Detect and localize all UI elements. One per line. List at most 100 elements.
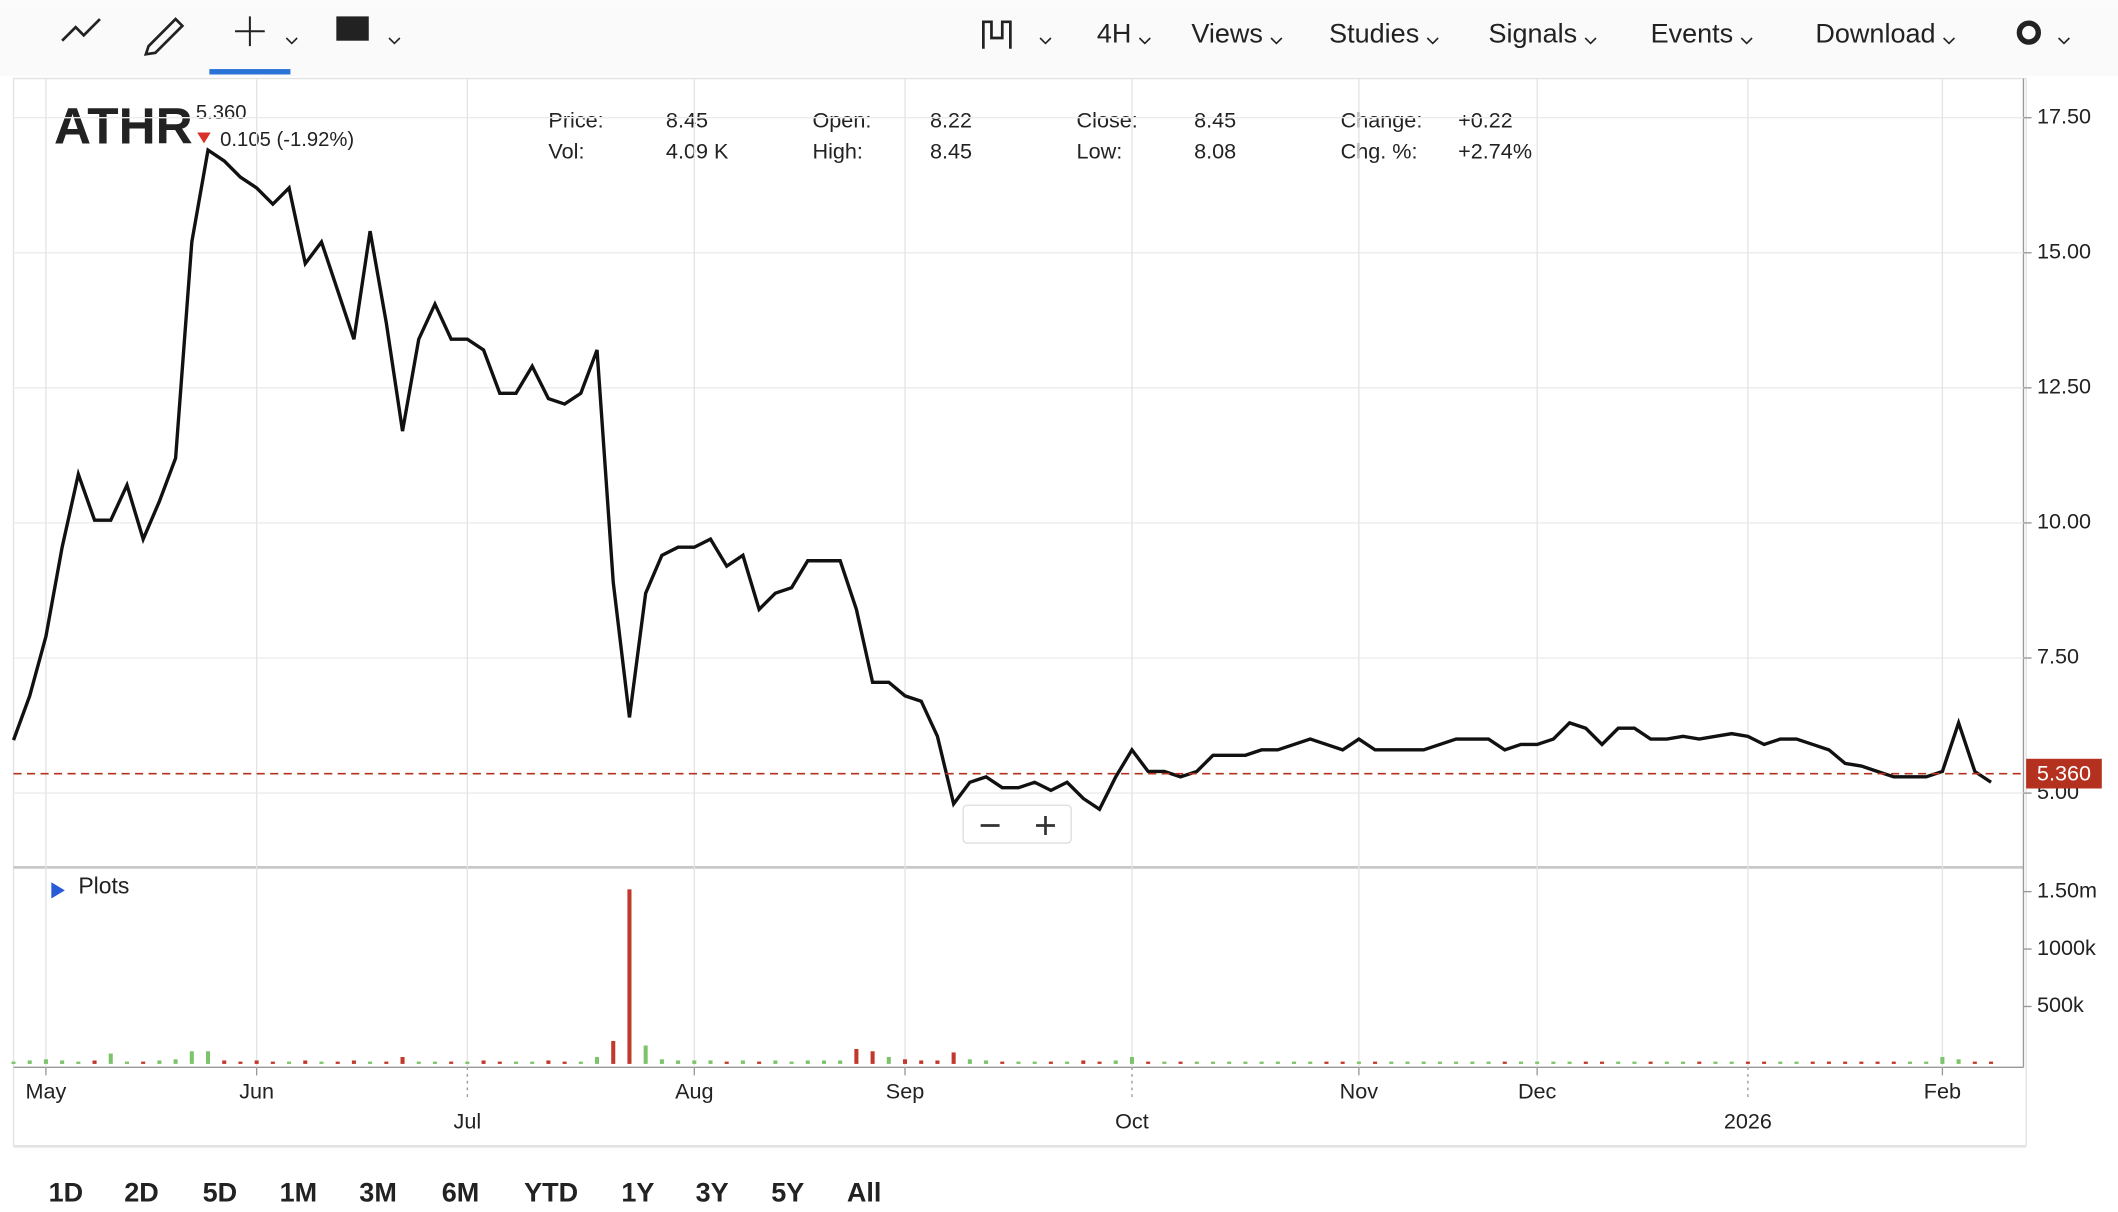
dropdown[interactable] <box>1138 37 1151 45</box>
x-tick-label: 2026 <box>1724 1108 1772 1133</box>
volume-bar <box>27 1060 32 1064</box>
dropdown[interactable] <box>2057 37 2070 45</box>
settings[interactable] <box>2016 20 2042 45</box>
dropdown[interactable] <box>1584 37 1597 45</box>
x-tick-label: Feb <box>1924 1079 1961 1104</box>
range-button[interactable]: 3Y <box>696 1177 729 1207</box>
dropdown[interactable] <box>388 37 401 45</box>
volume-bar <box>1648 1061 1653 1064</box>
toolbar-item[interactable]: Views <box>1191 18 1263 48</box>
comment-tool[interactable] <box>336 16 369 41</box>
volume-bar <box>497 1061 502 1064</box>
zoom-controls <box>962 804 1072 844</box>
chart-type[interactable] <box>982 20 1012 49</box>
range-button[interactable]: 5D <box>203 1177 238 1207</box>
volume-bar <box>173 1059 178 1064</box>
volume-bar <box>1875 1061 1880 1064</box>
volume-bar <box>124 1061 129 1064</box>
toolbar-item[interactable]: Download <box>1815 18 1935 48</box>
volume-bar <box>692 1060 697 1064</box>
range-button[interactable]: All <box>847 1177 882 1207</box>
volume-bar <box>1486 1061 1491 1064</box>
volume-bar <box>1373 1061 1378 1064</box>
trend-tool[interactable] <box>61 18 101 42</box>
volume-bar <box>967 1059 972 1064</box>
zoom-in[interactable] <box>1036 816 1055 835</box>
volume-bar <box>238 1061 243 1064</box>
volume-bar <box>951 1052 956 1064</box>
down-arrow <box>197 132 211 144</box>
dropdown[interactable] <box>1426 37 1439 45</box>
toolbar-item[interactable]: 4H <box>1097 18 1132 48</box>
price-change: 0.105 (-1.92%) <box>220 129 354 151</box>
dropdown[interactable] <box>1039 37 1052 45</box>
toolbar-item[interactable]: Events <box>1651 18 1734 48</box>
volume-bar <box>222 1060 227 1064</box>
volume-bar <box>1016 1061 1021 1064</box>
volume-bar <box>1389 1061 1394 1064</box>
x-tick-label: Nov <box>1340 1079 1379 1104</box>
volume-bar <box>157 1060 162 1064</box>
volume-bar <box>1324 1061 1329 1064</box>
range-button[interactable]: 2D <box>124 1177 159 1207</box>
volume-bar <box>1259 1061 1264 1064</box>
volume-bar <box>1356 1061 1361 1064</box>
volume-bar <box>854 1048 859 1064</box>
volume-bar <box>870 1051 875 1064</box>
volume-bar <box>1729 1061 1734 1064</box>
dropdown[interactable] <box>1943 37 1955 45</box>
draw-tool[interactable] <box>143 17 185 56</box>
range-button[interactable]: YTD <box>524 1177 578 1207</box>
volume-bar <box>1924 1061 1929 1064</box>
volume-bar <box>740 1060 745 1064</box>
range-button[interactable]: 3M <box>359 1177 397 1207</box>
volume-bar <box>400 1057 405 1064</box>
volume-bar <box>1081 1060 1086 1064</box>
x-tick-label: Oct <box>1115 1108 1149 1133</box>
last-price: 5.360 <box>196 102 247 124</box>
dropdown[interactable] <box>1740 37 1753 45</box>
volume-bar <box>465 1061 470 1064</box>
range-button[interactable]: 1M <box>280 1177 318 1207</box>
stat-label: Low: <box>1077 139 1123 164</box>
y-tick-label: 12.50 <box>2037 374 2091 399</box>
volume-bar <box>1551 1061 1556 1064</box>
volume-bar <box>886 1057 891 1064</box>
volume-bar <box>270 1061 275 1064</box>
volume-bar <box>1891 1061 1896 1064</box>
plots-toggle[interactable] <box>51 882 65 899</box>
volume-bar <box>1697 1061 1702 1064</box>
dropdown[interactable] <box>285 37 298 45</box>
volume-bar <box>821 1060 826 1064</box>
volume-bar <box>562 1061 567 1064</box>
toolbar-item[interactable]: Studies <box>1329 18 1419 48</box>
volume-bar <box>1210 1061 1216 1064</box>
volume-bar <box>513 1061 519 1064</box>
plots-label[interactable]: Plots <box>78 873 129 899</box>
volume-bar <box>935 1060 940 1064</box>
range-button[interactable]: 5Y <box>771 1177 804 1207</box>
volume-bar <box>1048 1061 1053 1064</box>
range-button[interactable]: 1Y <box>621 1177 654 1207</box>
volume-bar <box>1567 1061 1572 1064</box>
dropdown[interactable] <box>1270 37 1283 45</box>
volume-bar <box>319 1061 324 1064</box>
volume-bar <box>351 1060 356 1064</box>
range-button[interactable]: 6M <box>442 1177 480 1207</box>
volume-bar <box>1583 1061 1588 1064</box>
volume-bar <box>384 1061 389 1064</box>
volume-bar <box>984 1060 989 1064</box>
y-tick-label: 1.50m <box>2037 877 2097 902</box>
crosshair-tool[interactable] <box>235 16 265 47</box>
y-tick-label: 10.00 <box>2037 509 2091 534</box>
range-button[interactable]: 1D <box>49 1177 84 1207</box>
stat-label: Open: <box>812 107 871 132</box>
stat-value: 8.45 <box>930 139 972 164</box>
volume-bar <box>1178 1061 1183 1064</box>
chart-frame <box>12 77 2027 1147</box>
last-price-label: 5.360 <box>2037 761 2091 786</box>
volume-bar <box>919 1060 924 1064</box>
toolbar-item[interactable]: Signals <box>1489 18 1578 48</box>
volume-bar <box>189 1051 194 1064</box>
